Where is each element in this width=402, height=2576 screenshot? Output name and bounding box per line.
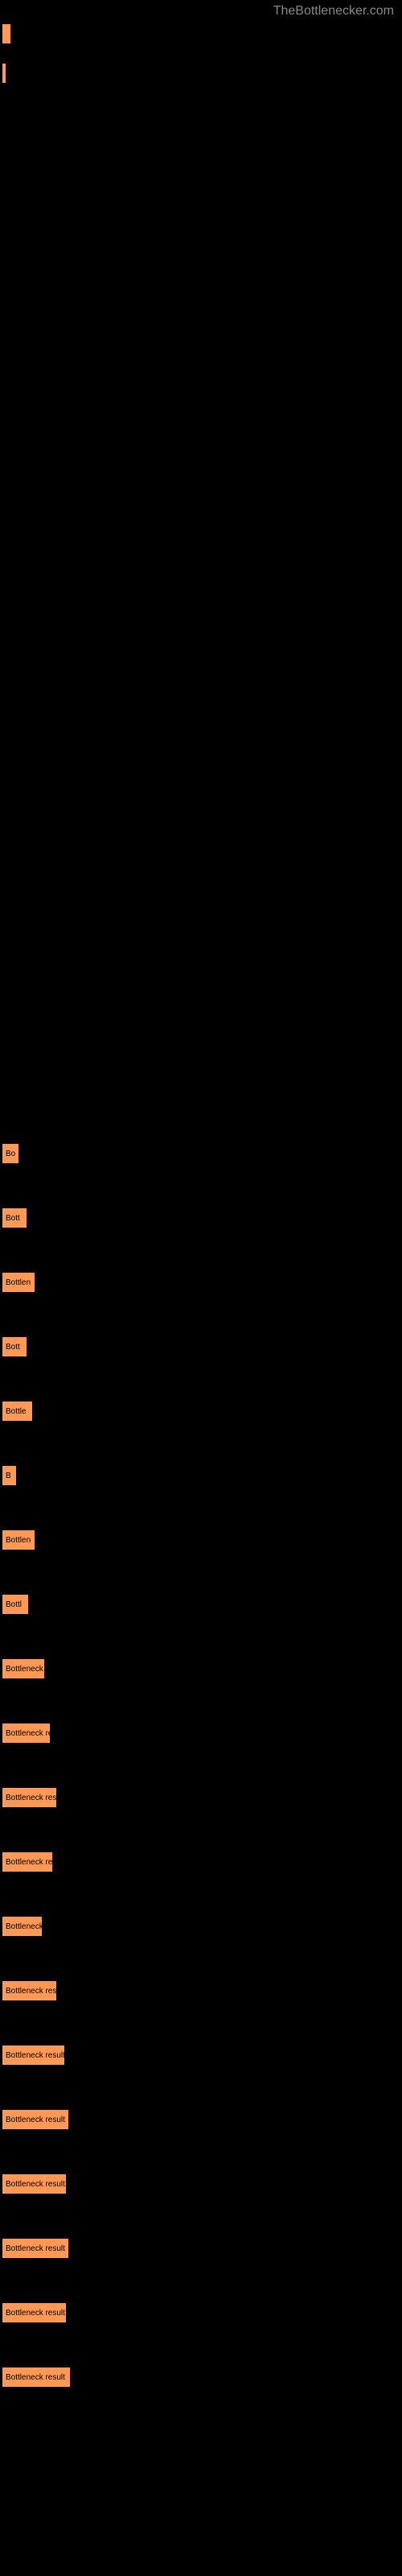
bar-text: Bottl — [6, 1600, 22, 1609]
bar — [2, 64, 6, 83]
bar: Bottleneck result — [2, 2174, 66, 2194]
bar: Bottlen — [2, 1273, 35, 1292]
bar-row: Bott — [2, 1208, 400, 1228]
bar: Bottl — [2, 1595, 28, 1614]
bar-row — [2, 24, 400, 43]
bar: Bottleneck r — [2, 1659, 44, 1678]
bar-text: Bottlen — [6, 1278, 31, 1287]
bar-text: Bottleneck res — [6, 1858, 56, 1867]
bar: B — [2, 1466, 16, 1485]
bar-row: Bottleneck r — [2, 1659, 400, 1678]
bar: Bottleneck — [2, 1917, 42, 1936]
bar-row: Bottleneck resu — [2, 1788, 400, 1807]
bar: Bottleneck result — [2, 2239, 68, 2258]
bar: Bottleneck result — [2, 2368, 70, 2387]
bar-text: Bo — [6, 1150, 15, 1158]
bar-row: Bottlen — [2, 1273, 400, 1292]
bar-row: B — [2, 1466, 400, 1485]
bar: Bott — [2, 1337, 27, 1356]
bar: Bottleneck result — [2, 2046, 64, 2065]
bar-row: Bottleneck result — [2, 2110, 400, 2129]
bar-text: Bottleneck re — [6, 1729, 52, 1738]
bar-row — [2, 64, 400, 83]
bar-row: Bottleneck — [2, 1917, 400, 1936]
bar: Bottle — [2, 1402, 32, 1421]
bar-row: Bottl — [2, 1595, 400, 1614]
bar-text: Bottleneck — [6, 1922, 43, 1931]
bar-text: Bottleneck result — [6, 2373, 65, 2382]
bar-text: Bottleneck resu — [6, 1794, 61, 1802]
bar-row: Bottle — [2, 1402, 400, 1421]
bar: Bottleneck re — [2, 1724, 50, 1743]
bar-text: Bott — [6, 1343, 20, 1352]
bar-text: Bott — [6, 1214, 20, 1223]
bar-row: Bottleneck re — [2, 1724, 400, 1743]
bar-text: Bottleneck resu — [6, 1987, 61, 1996]
bar: Bottleneck res — [2, 1852, 52, 1872]
bar-row: Bottleneck result — [2, 2368, 400, 2387]
bar-row: Bottleneck res — [2, 1852, 400, 1872]
bar: Bottleneck result — [2, 2110, 68, 2129]
bar-text: Bottleneck result — [6, 2116, 65, 2124]
bar: Bo — [2, 1144, 18, 1163]
bar: Bottleneck resu — [2, 1788, 56, 1807]
bar-row: Bottleneck result — [2, 2174, 400, 2194]
bar-text: B — [6, 1472, 11, 1480]
bar — [2, 24, 10, 43]
bar-row: Bottleneck result — [2, 2303, 400, 2322]
chart-area: Bo Bott Bottlen Bott Bottle B Bottlen Bottl Bott… — [0, 0, 402, 2440]
bar-text: Bottlen — [6, 1536, 31, 1545]
bar-text: Bottleneck result — [6, 2244, 65, 2253]
bar-row: Bo — [2, 1144, 400, 1163]
bar: Bottleneck resu — [2, 1981, 56, 2000]
watermark: TheBottlenecker.com — [273, 4, 394, 19]
bar-text: Bottleneck r — [6, 1665, 48, 1674]
bar-row: Bott — [2, 1337, 400, 1356]
bar-row: Bottlen — [2, 1530, 400, 1550]
bar-row: Bottleneck result — [2, 2239, 400, 2258]
bar-row: Bottleneck result — [2, 2046, 400, 2065]
bar-text: Bottleneck result — [6, 2309, 65, 2318]
bar-row: Bottleneck resu — [2, 1981, 400, 2000]
bar: Bottlen — [2, 1530, 35, 1550]
bar-text: Bottle — [6, 1407, 27, 1416]
bar: Bott — [2, 1208, 27, 1228]
bar: Bottleneck result — [2, 2303, 66, 2322]
bar-text: Bottleneck result — [6, 2180, 65, 2189]
bar-text: Bottleneck result — [6, 2051, 65, 2060]
